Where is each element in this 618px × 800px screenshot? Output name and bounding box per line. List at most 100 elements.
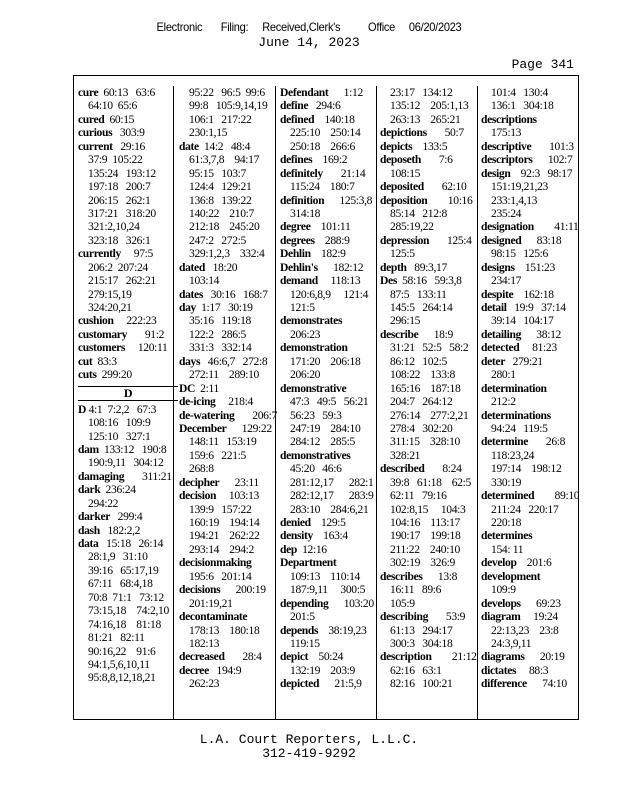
page-line-refs: 165:16 187:18 [390, 381, 461, 395]
page-line-refs: 108:22 133:8 [390, 368, 455, 382]
index-entry: determined 89:10 [481, 489, 581, 502]
index-term: demonstration [280, 341, 348, 355]
page-line-refs: 125:5 [390, 247, 415, 261]
index-term: dates [179, 287, 204, 301]
page-line-refs: 136:8 139:22 [189, 193, 252, 207]
page-line-refs: 140:22 210:7 [189, 206, 254, 220]
index-entry: designed 83:18 [481, 234, 581, 247]
index-entry-continuation: 39:8 61:18 62:5 [380, 476, 480, 489]
index-entry: dates 30:16 168:7 [179, 288, 279, 301]
page-line-refs: 303:9 [112, 126, 145, 140]
page-line-refs: 211:24 220:17 [491, 502, 559, 516]
index-entry-continuation: 85:14 212:8 [380, 207, 480, 220]
page-line-refs: 21:5,9 [319, 677, 362, 691]
index-entry-continuation: 22:13,23 23:8 [481, 624, 581, 637]
index-term: D [78, 402, 87, 416]
page-line-refs: 212:18 245:20 [189, 220, 260, 234]
index-term: data [78, 537, 99, 550]
index-entry: decisionmaking [179, 556, 279, 569]
index-term: decontaminate [179, 610, 248, 624]
index-entry-continuation: 190:17 199:18 [380, 529, 480, 542]
index-entry: described 8:24 [380, 462, 480, 475]
page-line-refs: 171:20 206:18 [290, 354, 361, 368]
page-line-refs: 92:3 98:17 [510, 166, 573, 180]
page-line-refs: 212:2 [491, 395, 516, 409]
page-line-refs: 125:10 327:1 [88, 429, 151, 443]
page-line-refs: 288:9 [314, 233, 350, 247]
page-line-refs: 101:11 [310, 220, 351, 234]
index-entry: degree 101:11 [280, 220, 380, 233]
index-entry-continuation: 35:16 119:18 [179, 314, 279, 327]
page-line-refs: 279:15,19 [88, 287, 132, 301]
page-line-refs: 30:16 168:7 [203, 287, 268, 301]
index-entry-continuation: 148:11 153:19 [179, 435, 279, 448]
index-term: Dehlin [280, 247, 311, 261]
page-line-refs: 163:4 [312, 529, 348, 543]
page-line-refs: 115:24 180:7 [290, 180, 355, 194]
index-column-3: Defendant 1:12 define 294:6 defined 140:18… [280, 86, 380, 691]
index-column-4: 23:17 134:12 135:12 205:1,13 263:13 265:21… [380, 86, 480, 691]
index-entry-continuation: 175:13 [481, 126, 581, 139]
page-line-refs: 293:14 294:2 [189, 542, 254, 556]
page-line-refs: 62:16 63:1 [390, 663, 442, 677]
page-line-refs: 125:3,8 [324, 193, 373, 207]
index-term: dictates [481, 663, 517, 677]
page-line-refs: 94:1,5,6,10,11 [88, 657, 150, 671]
page-line-refs: 311:15 328:10 [390, 435, 460, 449]
page-line-refs: 262:23 [189, 677, 220, 691]
page-line-refs: 194:21 262:22 [189, 529, 260, 543]
index-entry-continuation: 187:9,11 300:5 [280, 583, 380, 596]
page-line-refs: 204:7 264:12 [390, 395, 453, 409]
page-line-refs: 206:15 262:1 [88, 193, 151, 207]
page-line-refs: 206:20 [290, 368, 321, 382]
page-line-refs: 285:19,22 [390, 220, 434, 234]
index-term: diagram [481, 610, 521, 624]
index-column-1: cure 60:13 63:6 64:10 65:6 cured 60:15 curi… [78, 86, 178, 685]
page-line-refs: 94:24 119:5 [491, 421, 548, 435]
index-entry: decontaminate [179, 610, 279, 623]
index-entry: diagrams 20:19 [481, 650, 581, 663]
index-entry-continuation: 109:13 110:14 [280, 570, 380, 583]
page-line-refs: 211:22 240:10 [390, 542, 460, 556]
index-entry: demonstratives [280, 449, 380, 462]
index-entry: develops 69:23 [481, 597, 581, 610]
page-line-refs: 103:20 [328, 596, 374, 610]
index-entry-continuation: 283:10 284:6,21 [280, 503, 380, 516]
index-entry-continuation: 16:11 89:6 [380, 583, 480, 596]
page-line-refs: 46:6,7 272:8 [200, 354, 268, 368]
index-entry: definition 125:3,8 [280, 194, 380, 207]
index-entry: demonstrative [280, 382, 380, 395]
page-line-refs: 281:12,17 282:1 [290, 475, 374, 489]
index-entry: deposeth 7:6 [380, 153, 480, 166]
index-term: cure [78, 86, 99, 99]
page-line-refs: 136:1 304:18 [491, 99, 554, 113]
index-entry: de-watering 206:7 [179, 409, 279, 422]
index-entry-continuation: 31:21 52:5 58:2 [380, 341, 480, 354]
index-entry-continuation: 28:1,9 31:10 [78, 550, 178, 563]
index-entry-continuation: 212:2 [481, 395, 581, 408]
index-term: decipher [179, 475, 220, 489]
page-line-refs: 21:12 [431, 650, 477, 664]
index-entry-continuation: 23:17 134:12 [380, 86, 480, 99]
index-term: days [179, 354, 201, 368]
index-term: date [179, 139, 199, 153]
index-term: current [78, 139, 113, 153]
page-line-refs: 133:12 190:8 [98, 442, 167, 456]
page-line-refs: 37:9 105:22 [88, 153, 143, 167]
word-index-box: cure 60:13 63:6 64:10 65:6 cured 60:15 curi… [73, 75, 581, 720]
index-term: determination [481, 381, 547, 395]
index-entry: decision 103:13 [179, 489, 279, 502]
index-entry-continuation: 125:10 327:1 [78, 430, 178, 443]
index-term: design [481, 166, 511, 180]
index-term: day [179, 301, 196, 314]
index-entry: days 46:6,7 272:8 [179, 355, 279, 368]
index-term: decision [179, 489, 217, 503]
page-line-refs: 121:5 [290, 301, 315, 314]
page-line-refs: 56:23 59:3 [290, 408, 342, 422]
index-term: Dehlin's [280, 260, 318, 274]
page-line-refs: 101:4 130:4 [491, 86, 548, 99]
page-line-refs: 62:10 [423, 180, 467, 194]
index-entry-continuation: 182:13 [179, 637, 279, 650]
page-line-refs: 129:5 [310, 516, 346, 529]
index-term: development [481, 569, 541, 583]
